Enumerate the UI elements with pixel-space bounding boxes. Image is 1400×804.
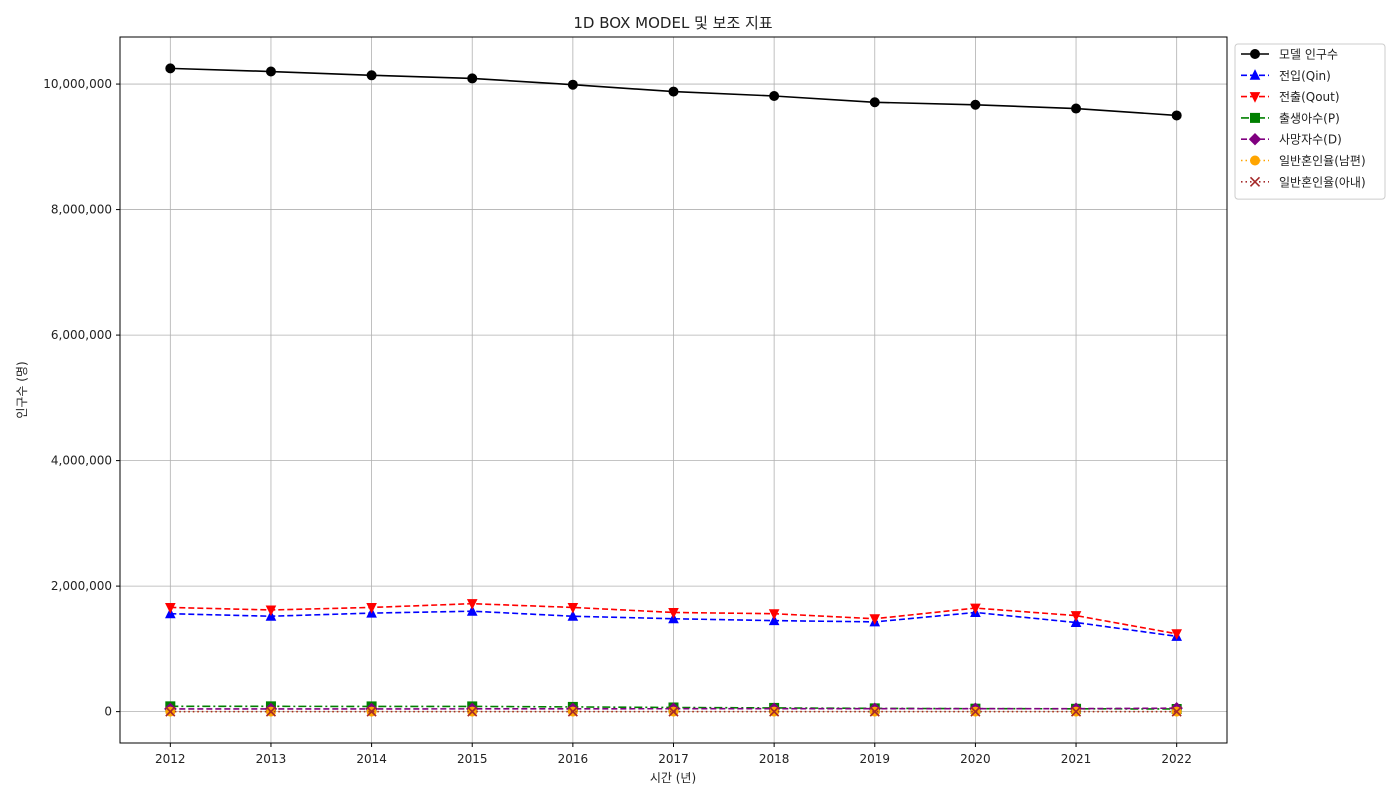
data-point (468, 74, 477, 83)
legend-label: 전입(Qin) (1279, 69, 1331, 83)
legend-label: 모델 인구수 (1279, 48, 1338, 62)
x-tick-label: 2013 (256, 752, 287, 766)
x-tick-label: 2021 (1061, 752, 1092, 766)
legend-label: 전출(Qout) (1279, 90, 1340, 104)
x-axis-label: 시간 (년) (650, 771, 696, 785)
legend-label: 출생아수(P) (1279, 111, 1340, 125)
x-tick-label: 2017 (658, 752, 689, 766)
y-tick-label: 0 (104, 705, 112, 719)
legend-label: 일반혼인율(아내) (1279, 175, 1366, 189)
data-point (1172, 111, 1181, 120)
y-tick-label: 10,000,000 (43, 77, 112, 91)
data-point (367, 71, 376, 80)
x-tick-label: 2018 (759, 752, 790, 766)
data-point (870, 98, 879, 107)
legend-marker (1251, 50, 1260, 59)
legend-label: 사망자수(D) (1279, 133, 1342, 147)
y-tick-label: 8,000,000 (51, 203, 112, 217)
x-tick-label: 2016 (558, 752, 589, 766)
data-point (971, 100, 980, 109)
y-axis-label: 인구수 (명) (15, 361, 29, 418)
y-tick-label: 2,000,000 (51, 579, 112, 593)
y-tick-label: 6,000,000 (51, 328, 112, 342)
y-tick-label: 4,000,000 (51, 454, 112, 468)
legend-marker (1251, 113, 1260, 122)
chart-title: 1D BOX MODEL 및 보조 지표 (573, 14, 772, 32)
data-point (770, 91, 779, 100)
data-point (1072, 104, 1081, 113)
data-point (166, 64, 175, 73)
x-tick-label: 2022 (1161, 752, 1192, 766)
x-tick-label: 2019 (859, 752, 890, 766)
x-tick-label: 2012 (155, 752, 186, 766)
x-tick-label: 2014 (356, 752, 387, 766)
legend-label: 일반혼인율(남편) (1279, 154, 1366, 168)
x-tick-label: 2020 (960, 752, 991, 766)
data-point (568, 80, 577, 89)
legend-marker (1251, 156, 1260, 165)
x-tick-label: 2015 (457, 752, 488, 766)
data-point (669, 87, 678, 96)
data-point (266, 67, 275, 76)
